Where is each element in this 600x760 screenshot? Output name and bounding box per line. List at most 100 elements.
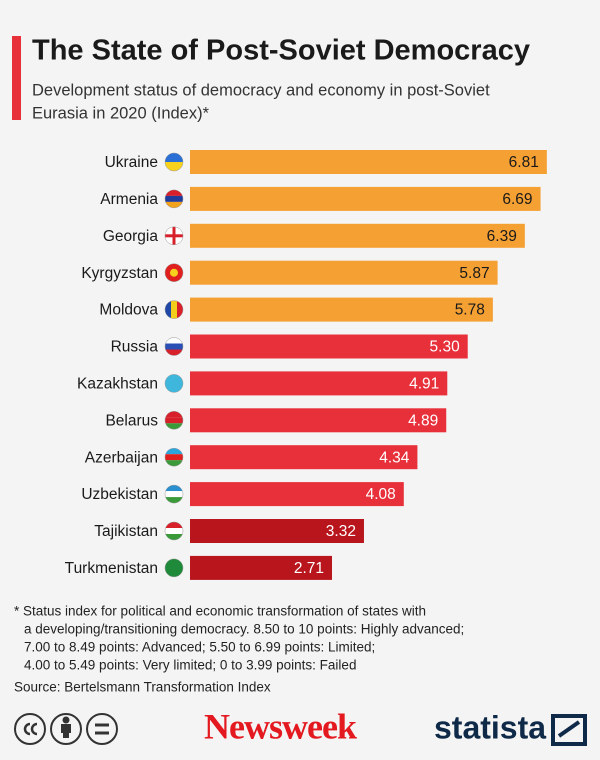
footnote: a developing/transitioning democracy. 8.… xyxy=(24,622,464,637)
footnote: 7.00 to 8.49 points: Advanced; 5.50 to 6… xyxy=(24,640,375,655)
flag-stripe xyxy=(165,558,183,577)
flag-rim xyxy=(164,337,184,356)
flag xyxy=(165,558,183,577)
footnote: * Status index for political and economi… xyxy=(14,604,426,619)
value-label: 3.32 xyxy=(326,523,356,540)
flag-rim xyxy=(164,411,184,430)
category-label: Georgia xyxy=(103,228,159,245)
bar xyxy=(190,186,541,211)
accent-bar xyxy=(12,36,21,120)
license-icons xyxy=(14,713,118,745)
bar xyxy=(190,150,547,174)
flag-rim xyxy=(164,263,184,282)
flag-rim xyxy=(164,521,184,541)
category-label: Uzbekistan xyxy=(81,486,158,503)
flag-stripe xyxy=(165,153,183,162)
flag-rim xyxy=(164,484,184,504)
flag xyxy=(165,153,183,171)
bar xyxy=(190,482,404,507)
bar xyxy=(190,260,498,285)
flag-stripe xyxy=(165,343,183,350)
flag-stripe xyxy=(165,491,183,498)
bar xyxy=(190,555,333,580)
flag-rim xyxy=(164,226,184,246)
flag-stripe xyxy=(165,423,183,430)
category-label: Azerbaijan xyxy=(85,449,158,466)
category-label: Belarus xyxy=(105,412,158,429)
flag-stripe xyxy=(165,534,183,540)
flag-stripe xyxy=(165,189,183,196)
chart-title: The State of Post-Soviet Democracy xyxy=(32,35,530,67)
flag xyxy=(165,337,183,356)
flag-cross xyxy=(165,234,183,238)
category-label: Tajikistan xyxy=(94,523,158,540)
flag-stripe xyxy=(177,300,183,319)
value-label: 5.87 xyxy=(459,265,489,282)
flag-stripe xyxy=(165,417,183,424)
flag-stripe xyxy=(165,300,171,319)
category-label: Moldova xyxy=(99,302,158,319)
flag-stripe xyxy=(171,300,177,319)
bar xyxy=(190,297,493,322)
value-label: 4.89 xyxy=(408,412,438,429)
flag xyxy=(165,189,183,208)
flag xyxy=(165,411,183,430)
flag-rim xyxy=(164,447,184,467)
flag xyxy=(165,300,183,319)
brand-mark xyxy=(551,714,587,746)
flag-sun xyxy=(170,268,178,277)
bar xyxy=(190,445,418,470)
flag-stripe xyxy=(165,497,183,504)
category-label: Kazakhstan xyxy=(77,375,158,392)
subtitle: Eurasia in 2020 (Index)* xyxy=(32,104,210,122)
flag-stripe xyxy=(165,201,183,208)
flag-rim xyxy=(164,152,184,172)
flag-stripe xyxy=(165,337,183,344)
value-label: 4.91 xyxy=(409,375,439,392)
value-label: 2.71 xyxy=(294,560,324,577)
source: Source: Bertelsmann Transformation Index xyxy=(14,680,271,695)
value-label: 4.08 xyxy=(366,486,396,503)
bar xyxy=(190,371,448,396)
brand-logo: statista xyxy=(434,709,546,745)
flag-rim xyxy=(164,374,184,393)
flag-rim xyxy=(164,300,184,319)
footnote: 4.00 to 5.49 points: Very limited; 0 to … xyxy=(24,658,356,673)
bar xyxy=(190,519,364,543)
flag xyxy=(165,226,183,245)
flag-rim xyxy=(164,189,184,209)
subtitle: Development status of democracy and econ… xyxy=(32,81,490,99)
category-label: Kyrgyzstan xyxy=(81,265,158,282)
flag-stripe xyxy=(165,528,183,534)
flag-stripe xyxy=(165,195,183,202)
flag xyxy=(165,522,183,540)
flag-rim xyxy=(164,558,184,578)
value-label: 5.30 xyxy=(430,339,461,356)
category-label: Russia xyxy=(111,339,159,356)
flag-stripe xyxy=(165,162,183,171)
value-label: 4.34 xyxy=(379,449,410,466)
flag xyxy=(165,374,183,393)
flag xyxy=(165,263,183,282)
bar xyxy=(190,408,447,433)
flag-stripe xyxy=(165,374,183,393)
bar xyxy=(190,223,525,248)
category-label: Turkmenistan xyxy=(65,560,158,577)
category-label: Ukraine xyxy=(105,154,158,171)
flag-stripe xyxy=(165,411,183,418)
flag-stripe xyxy=(165,454,183,461)
value-label: 5.78 xyxy=(455,302,485,319)
bar xyxy=(190,334,468,359)
value-label: 6.69 xyxy=(502,191,532,208)
value-label: 6.81 xyxy=(509,154,539,171)
flag-stripe xyxy=(165,349,183,356)
flag xyxy=(165,448,183,467)
flag-stripe xyxy=(165,448,183,455)
flag-stripe xyxy=(165,485,183,492)
flag xyxy=(165,485,183,504)
flag-stripe xyxy=(165,460,183,467)
value-label: 6.39 xyxy=(487,228,517,245)
brand-logo: Newsweek xyxy=(204,706,357,746)
category-label: Armenia xyxy=(100,191,158,208)
